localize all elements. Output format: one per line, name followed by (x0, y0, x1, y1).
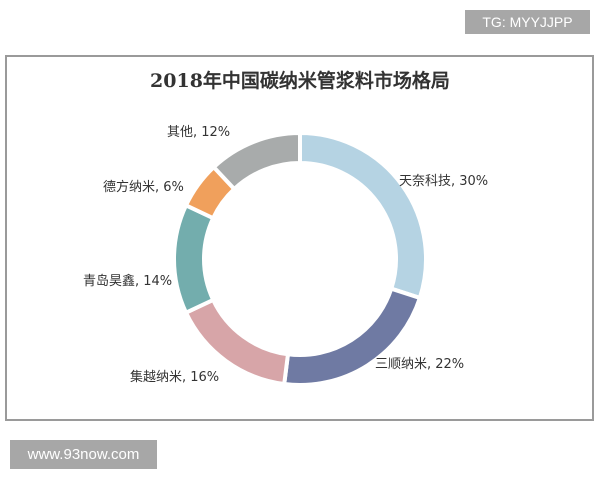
label-jiyue: 集越纳米, 16% (130, 370, 220, 385)
watermark-top-right: TG: MYYJJPP (465, 10, 590, 34)
label-tiannai: 天奈科技, 30% (399, 174, 489, 189)
watermark-bottom-left: www.93now.com (10, 440, 157, 469)
label-qingdao-haoxin: 青岛昊鑫, 14% (83, 274, 173, 289)
label-sanshun: 三顺纳米, 22% (375, 357, 465, 372)
donut-slice-5 (210, 130, 302, 192)
chart-title: 2018年中国碳纳米管浆料市场格局 (150, 70, 450, 92)
donut-slice-3 (172, 202, 216, 316)
donut-slices (172, 130, 428, 387)
label-defang: 德方纳米, 6% (103, 180, 184, 195)
donut-slice-0 (298, 130, 428, 301)
label-other: 其他, 12% (167, 125, 231, 140)
